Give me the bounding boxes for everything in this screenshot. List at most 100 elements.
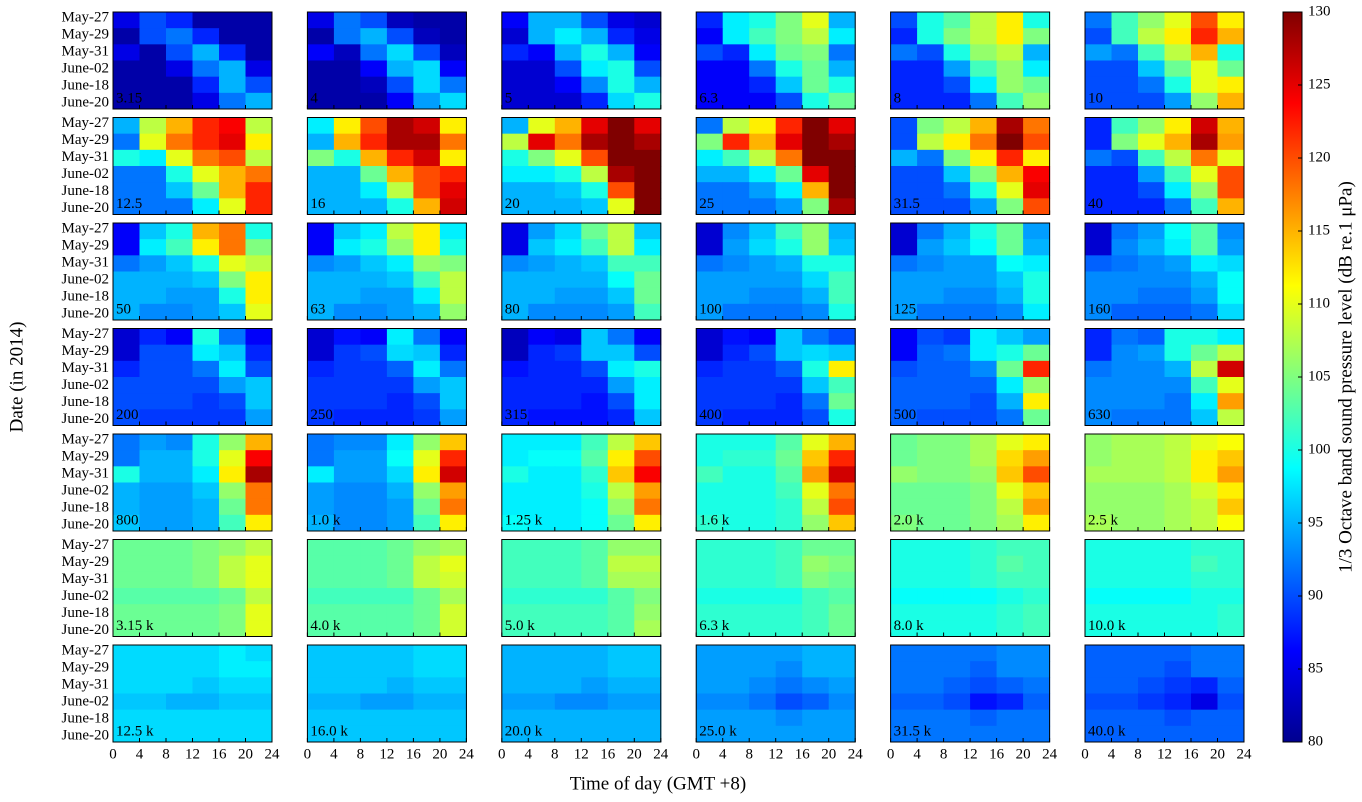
heat-cell [634, 92, 662, 110]
heat-cell [828, 198, 856, 215]
heat-cell [501, 645, 529, 662]
heat-cell [722, 12, 750, 29]
heat-cell [528, 223, 556, 240]
heat-cell [192, 393, 220, 410]
heat-cell [1217, 12, 1245, 29]
heat-cell [1138, 482, 1165, 500]
heat-cell [722, 450, 750, 467]
heat-cell [970, 239, 998, 256]
heat-cell [802, 645, 830, 662]
heat-cell [1191, 466, 1218, 483]
heat-cell [307, 604, 335, 621]
heat-cell [1111, 409, 1139, 426]
heat-cell [1191, 514, 1218, 532]
heat-cell [307, 328, 335, 346]
heat-cell [749, 287, 777, 305]
heat-cell [307, 539, 335, 557]
panel-label: 10 [1088, 90, 1103, 106]
heat-cell [139, 28, 167, 45]
y-tick-label: June-20 [62, 411, 110, 427]
heat-cell [307, 239, 335, 256]
heat-cell [528, 693, 556, 711]
heat-cell [1164, 645, 1192, 662]
heat-cell [413, 482, 441, 500]
heat-cell [696, 255, 724, 272]
heat-cell [307, 117, 335, 135]
heat-cell [439, 28, 467, 45]
heat-cell [828, 255, 856, 272]
heat-cell [722, 571, 750, 589]
heat-cell [749, 709, 777, 727]
heat-cell [634, 539, 662, 557]
heat-cell [1217, 166, 1245, 183]
heat-cell [828, 514, 856, 532]
heat-cell [696, 677, 724, 694]
heat-cell [749, 271, 777, 289]
heat-cell [1023, 434, 1051, 451]
heat-cell [219, 466, 246, 483]
heat-cell [696, 328, 724, 346]
heat-cell [696, 514, 724, 532]
heat-cell [581, 539, 609, 557]
heat-cell [634, 709, 662, 727]
heat-cell [890, 555, 918, 573]
x-tick-label: 8 [1134, 746, 1142, 762]
heat-cell [360, 60, 388, 78]
panel-label: 2.0 k [894, 512, 925, 528]
heat-cell [1111, 709, 1139, 727]
heat-cell [996, 182, 1024, 199]
heat-cell [943, 133, 971, 151]
heat-cell [501, 182, 529, 199]
heat-cell [802, 604, 830, 621]
heat-cell [333, 287, 361, 305]
heat-cell [166, 645, 193, 662]
heat-cell [528, 303, 556, 321]
heat-cell [1164, 588, 1192, 605]
heat-cell [307, 450, 335, 467]
heat-cell [1023, 709, 1051, 727]
heat-cell [634, 466, 662, 483]
heat-cell [917, 166, 945, 183]
heat-cell [139, 645, 167, 662]
heat-cell [1164, 44, 1192, 61]
heat-cell [1023, 539, 1051, 557]
panel-label: 1.0 k [310, 512, 341, 528]
heat-cell [386, 709, 414, 727]
x-tick-label: 12 [379, 746, 394, 762]
heat-cell [307, 28, 335, 45]
heat-cell [607, 133, 635, 151]
heat-cell [360, 498, 388, 516]
heat-cell [1138, 377, 1165, 394]
heat-cell [166, 677, 193, 694]
heat-cell [333, 255, 361, 272]
heat-cell [386, 60, 414, 78]
heat-cell [439, 239, 467, 256]
heat-cell [307, 44, 335, 61]
heat-cell [245, 377, 273, 394]
heat-cell [607, 693, 635, 711]
heat-cell [113, 434, 140, 451]
heat-cell [802, 117, 830, 135]
heat-cell [749, 555, 777, 573]
heat-cell [581, 303, 609, 321]
heat-cell [439, 117, 467, 135]
heat-cell [528, 76, 556, 94]
heat-cell [890, 344, 918, 362]
heat-cell [802, 149, 830, 167]
heat-cell [634, 287, 662, 305]
heat-cell [219, 44, 246, 61]
heat-cell [413, 198, 441, 215]
heat-cell [333, 303, 361, 321]
heat-cell [890, 693, 918, 711]
heat-cell [1164, 393, 1192, 410]
heat-cell [413, 44, 441, 61]
heat-cell [970, 539, 998, 557]
heat-cell [501, 360, 529, 378]
heat-cell [1111, 360, 1139, 378]
heat-cell [219, 223, 246, 240]
x-tick-label: 0 [692, 746, 700, 762]
heat-cell [1217, 360, 1245, 378]
heat-cell [307, 133, 335, 151]
heat-cell [554, 661, 582, 678]
heat-cell [166, 434, 193, 451]
